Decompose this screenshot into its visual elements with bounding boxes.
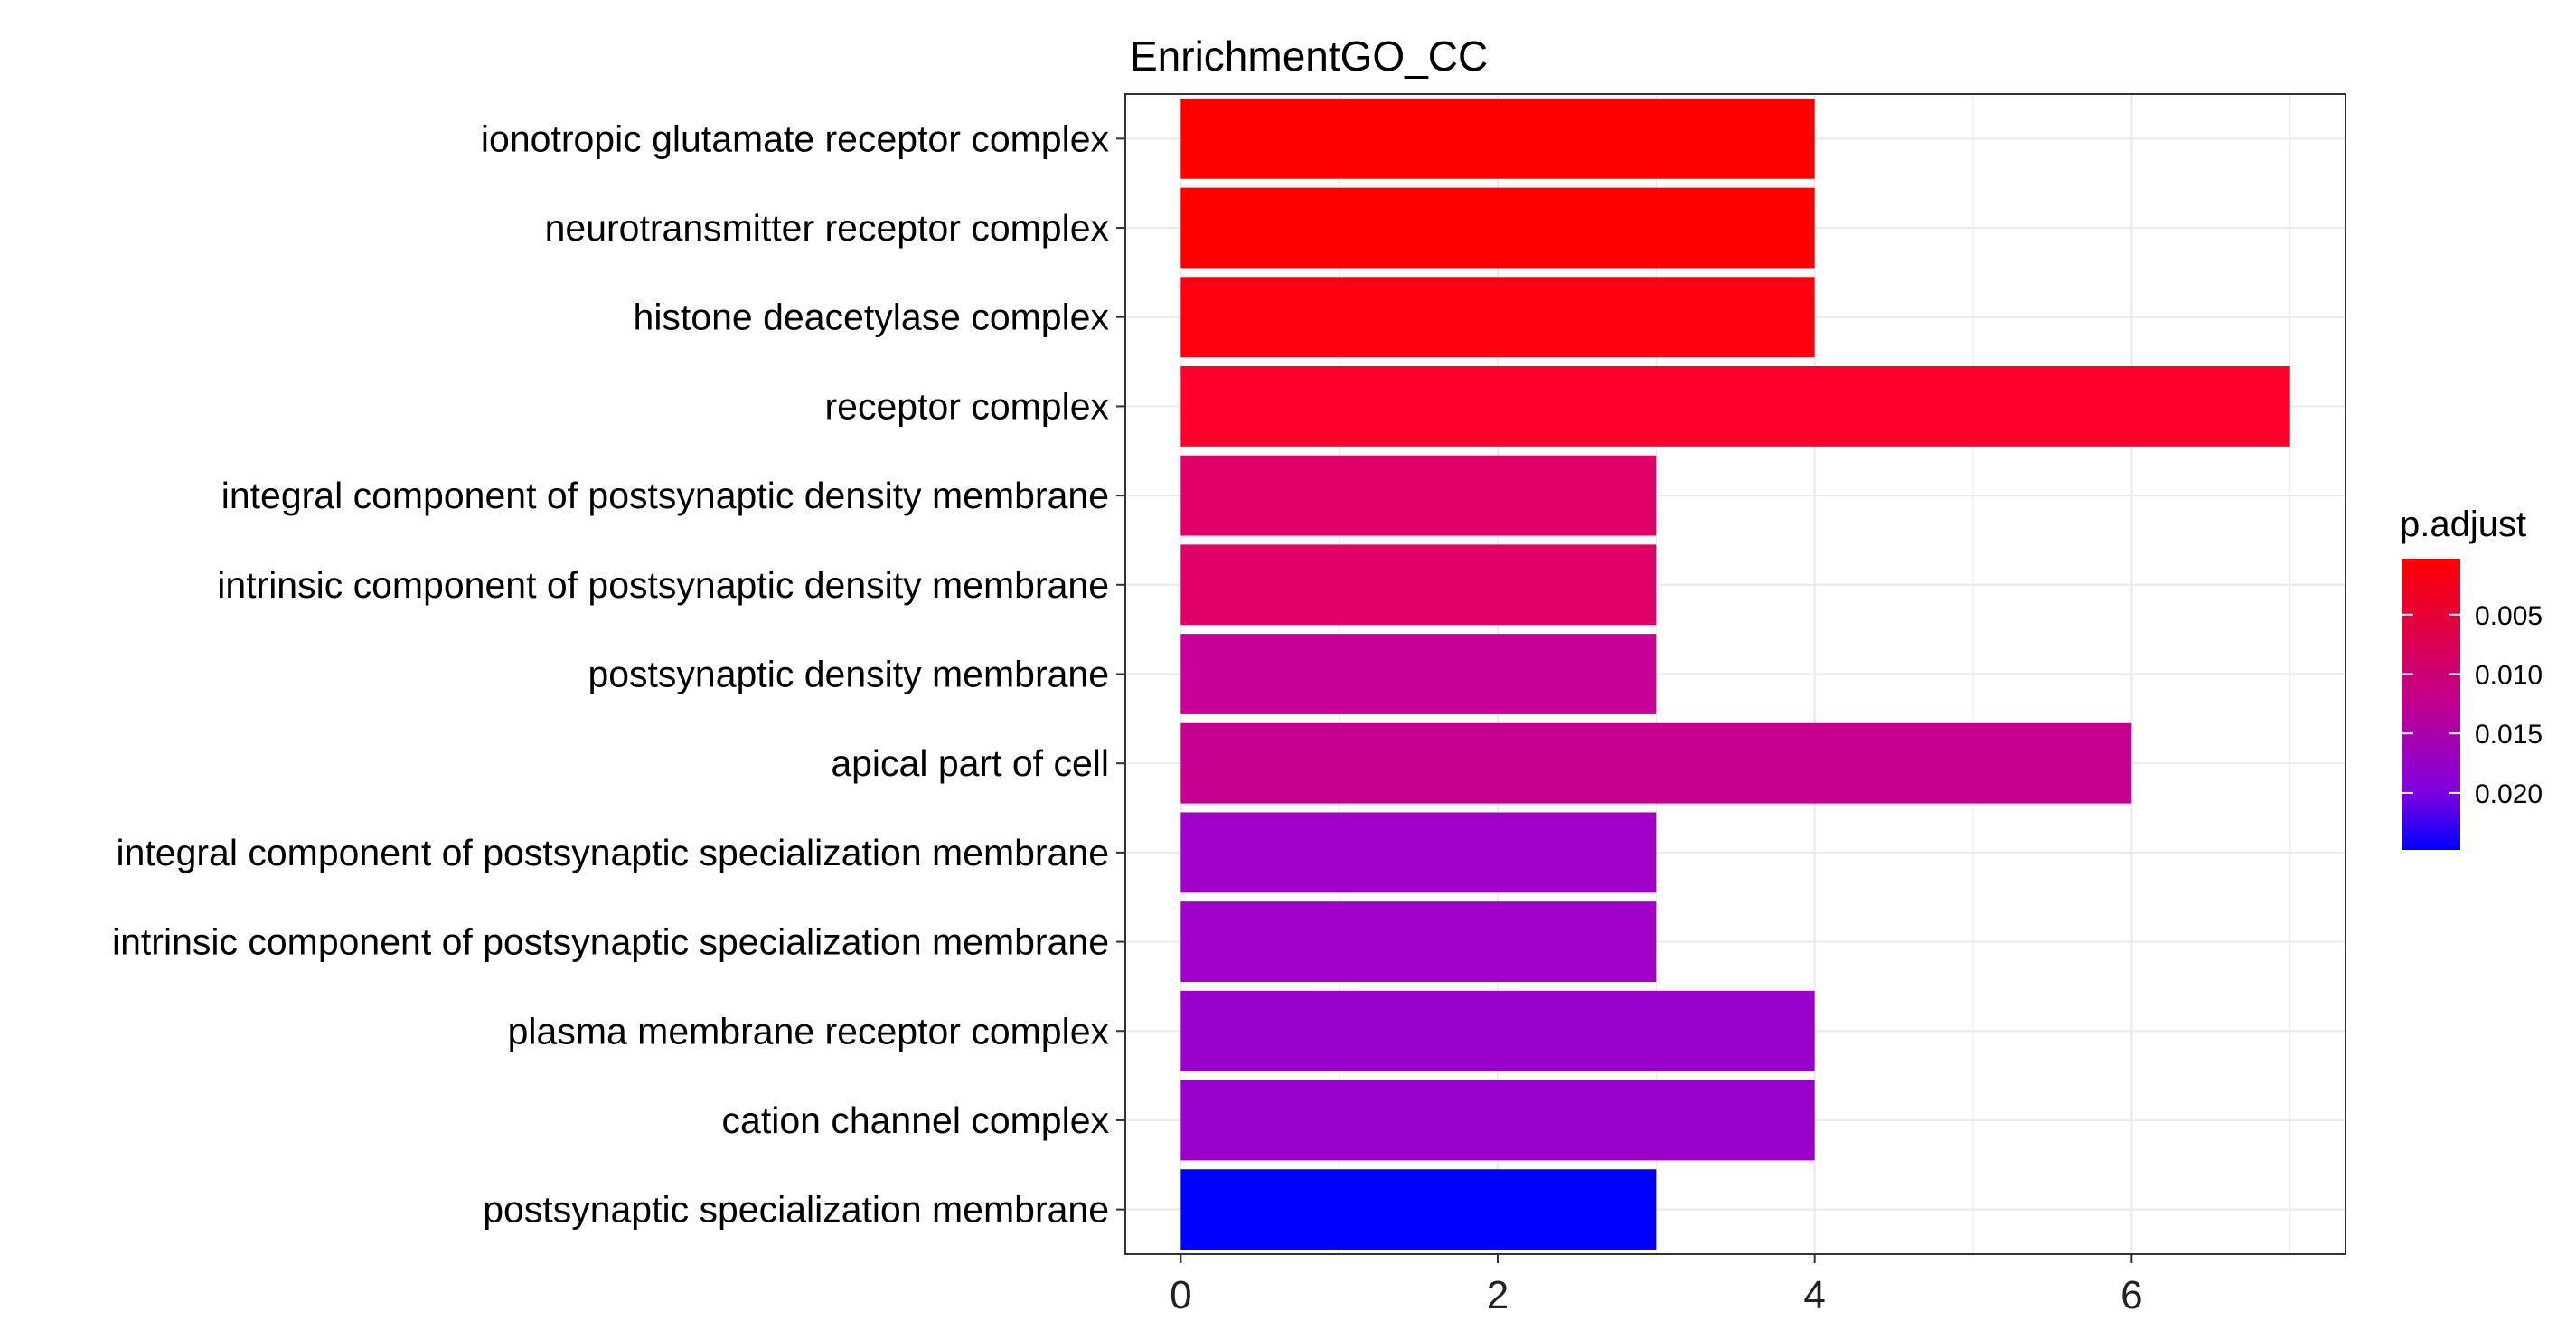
x-axis: 0 2 4 6 [1170, 1254, 2143, 1317]
legend-tick-label: 0.010 [2475, 660, 2543, 690]
bar [1180, 277, 1815, 358]
x-tick-label: 4 [1803, 1273, 1825, 1317]
x-tick-label: 0 [1170, 1273, 1191, 1317]
bar [1180, 187, 1815, 269]
bar [1180, 1080, 1815, 1161]
bars [1180, 98, 2290, 1250]
color-legend: p.adjust 0.005 0.010 0.015 0.020 [2400, 505, 2543, 850]
legend-tick-label: 0.005 [2475, 601, 2543, 631]
bar [1180, 455, 1657, 536]
bar [1180, 901, 1657, 982]
bar [1180, 990, 1815, 1071]
category-label: ionotropic glutamate receptor complex [481, 118, 1110, 159]
bar [1180, 812, 1657, 893]
bar [1180, 1169, 1657, 1250]
x-tick-label: 6 [2120, 1273, 2142, 1317]
legend-colorbar [2402, 559, 2460, 850]
category-label: receptor complex [825, 385, 1110, 427]
category-label: apical part of cell [831, 742, 1109, 784]
bar [1180, 544, 1657, 626]
category-axis: ionotropic glutamate receptor complex neu… [112, 118, 1125, 1231]
category-label: histone deacetylase complex [634, 297, 1110, 338]
x-tick-label: 2 [1487, 1273, 1509, 1317]
category-label: postsynaptic specialization membrane [483, 1189, 1109, 1231]
category-label: plasma membrane receptor complex [508, 1010, 1110, 1052]
bar [1180, 366, 2290, 447]
category-label: neurotransmitter receptor complex [545, 207, 1110, 249]
chart-title: EnrichmentGO_CC [1130, 33, 1488, 80]
category-label: intrinsic component of postsynaptic dens… [217, 564, 1109, 606]
category-label: postsynaptic density membrane [588, 654, 1109, 695]
legend-tick-label: 0.015 [2475, 720, 2543, 750]
bar [1180, 98, 1815, 179]
legend-tick-label: 0.020 [2475, 779, 2543, 809]
bar [1180, 634, 1657, 714]
category-label: cation channel complex [722, 1099, 1110, 1141]
legend-title: p.adjust [2400, 505, 2526, 544]
category-label: intrinsic component of postsynaptic spec… [112, 921, 1109, 963]
category-label: integral component of postsynaptic speci… [117, 832, 1110, 873]
bar [1180, 722, 2132, 804]
category-label: integral component of postsynaptic densi… [221, 475, 1109, 516]
legend-ticks: 0.005 0.010 0.015 0.020 [2402, 601, 2543, 809]
